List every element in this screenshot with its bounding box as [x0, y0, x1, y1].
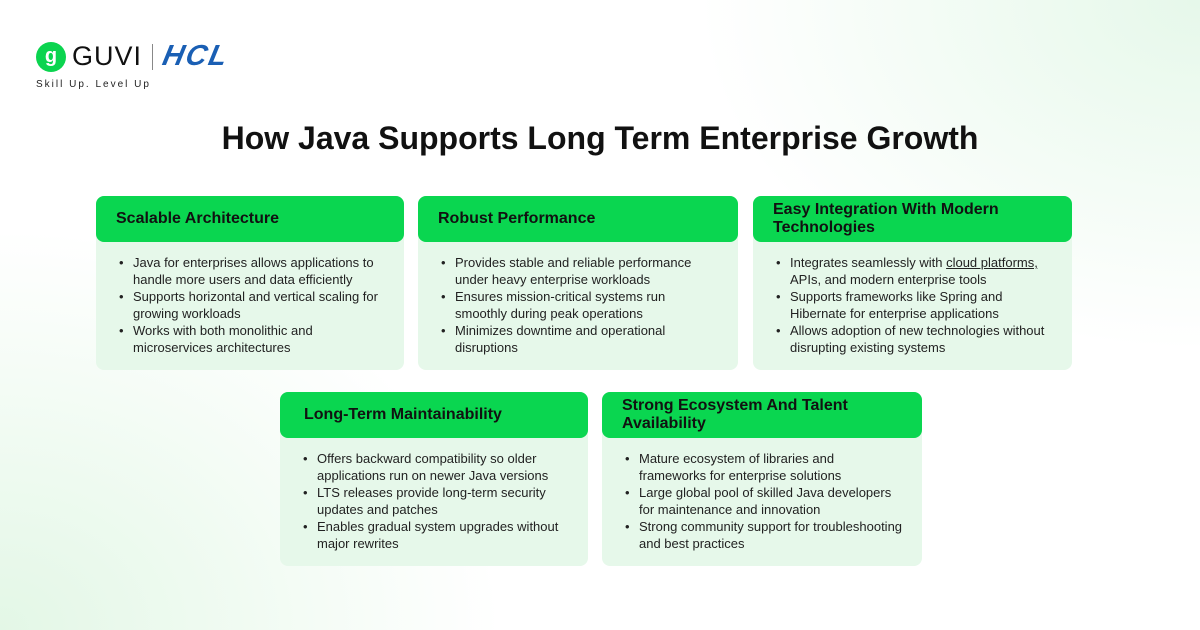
brand-logo: g GUVI HCL Skill Up. Level Up	[36, 40, 232, 90]
card-easy-integration: Easy Integration With Modern Technologie…	[753, 196, 1072, 370]
list-item: Integrates seamlessly with cloud platfor…	[773, 254, 1054, 288]
list-item: Works with both monolithic and microserv…	[116, 322, 386, 356]
card-title: Robust Performance	[418, 196, 738, 242]
guvi-wordmark: GUVI	[72, 41, 143, 71]
card-title: Easy Integration With Modern Technologie…	[753, 196, 1072, 242]
card-robust-performance: Robust Performance Provides stable and r…	[418, 196, 738, 370]
list-item: Mature ecosystem of libraries and framew…	[622, 450, 904, 484]
logo-divider	[152, 43, 154, 70]
card-title: Scalable Architecture	[96, 196, 404, 242]
tagline: Skill Up. Level Up	[36, 79, 151, 90]
list-item: Supports horizontal and vertical scaling…	[116, 288, 386, 322]
list-item: Provides stable and reliable performance…	[438, 254, 720, 288]
list-item: Ensures mission-critical systems run smo…	[438, 288, 720, 322]
card-scalable-architecture: Scalable Architecture Java for enterpris…	[96, 196, 404, 370]
list-item: Strong community support for troubleshoo…	[622, 518, 904, 552]
cloud-platforms-link[interactable]: cloud platforms,	[946, 255, 1038, 270]
list-item: Large global pool of skilled Java develo…	[622, 484, 904, 518]
list-item: Enables gradual system upgrades without …	[300, 518, 570, 552]
list-item: Offers backward compatibility so older a…	[300, 450, 570, 484]
item-text: APIs, and modern enterprise tools	[790, 272, 987, 287]
list-item: LTS releases provide long-term security …	[300, 484, 570, 518]
page-title: How Java Supports Long Term Enterprise G…	[221, 120, 979, 156]
list-item: Java for enterprises allows applications…	[116, 254, 386, 288]
guvi-logo-icon: g	[36, 41, 66, 72]
card-strong-ecosystem: Strong Ecosystem And Talent Availability…	[602, 392, 922, 566]
card-title: Long-Term Maintainability	[280, 392, 588, 438]
list-item: Supports frameworks like Spring and Hibe…	[773, 288, 1054, 322]
card-long-term-maintainability: Long-Term Maintainability Offers backwar…	[280, 392, 588, 566]
list-item: Allows adoption of new technologies with…	[773, 322, 1054, 356]
card-title: Strong Ecosystem And Talent Availability	[602, 392, 922, 438]
hcl-wordmark: HCL	[159, 40, 233, 72]
list-item: Minimizes downtime and operational disru…	[438, 322, 720, 356]
item-text: Integrates seamlessly with	[790, 255, 947, 270]
